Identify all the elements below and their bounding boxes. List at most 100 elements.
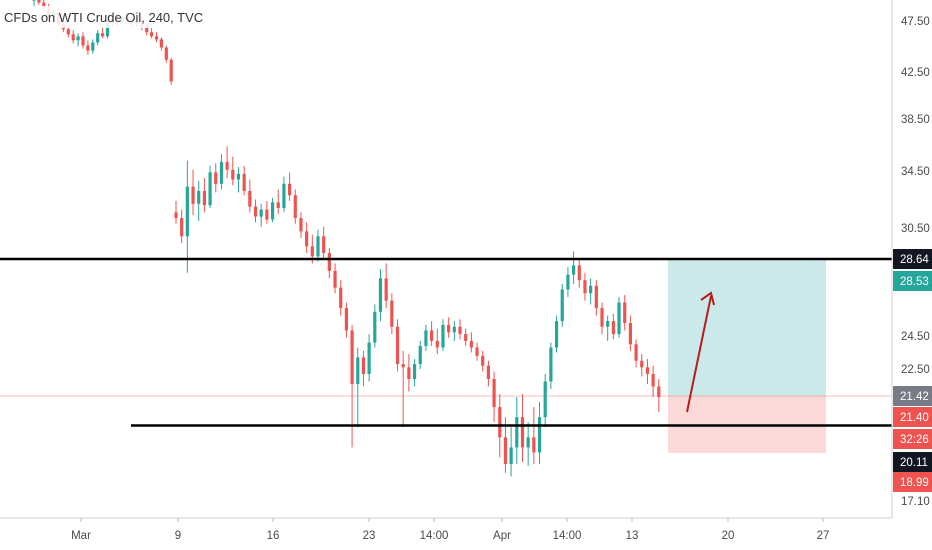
candle-body [583, 280, 587, 294]
candle [532, 407, 536, 464]
candle [219, 154, 224, 190]
candle [159, 37, 163, 51]
price-tick-label: 24.50 [901, 331, 930, 343]
candle-body [509, 447, 513, 464]
candle-body [91, 42, 95, 51]
candle [86, 40, 90, 55]
candle-body [310, 246, 314, 257]
candle-body [191, 186, 195, 204]
candle [37, 0, 41, 5]
time-tick-label: 9 [175, 530, 181, 542]
candle [339, 280, 343, 316]
candle [76, 33, 80, 47]
time-tick-label: 14:00 [420, 530, 449, 542]
candle [71, 30, 75, 44]
candle [305, 222, 309, 253]
candle-body [259, 209, 263, 217]
candle [452, 321, 456, 341]
candle [515, 397, 519, 464]
candle [469, 332, 473, 353]
candle [265, 200, 269, 224]
up-arrow-annotation[interactable] [686, 291, 715, 413]
candle-body [159, 39, 163, 48]
candle [101, 27, 105, 39]
candle [367, 334, 371, 382]
time-tick-label: Mar [71, 530, 91, 542]
candle-body [81, 36, 85, 46]
candle [481, 350, 485, 372]
candle-body [288, 183, 292, 196]
candle-body [145, 27, 149, 33]
candle [395, 319, 400, 372]
candle [435, 328, 439, 355]
candle-body [350, 330, 354, 384]
price-tag-label: 21.42 [900, 391, 929, 403]
candle [322, 226, 326, 260]
candle-body [560, 289, 564, 322]
take-profit-zone[interactable] [668, 259, 826, 396]
candle-body [236, 173, 241, 180]
candle-body [333, 270, 337, 288]
time-tick-label: 23 [363, 530, 376, 542]
candle-body [441, 324, 445, 348]
candle-body [202, 190, 206, 206]
candle-body [169, 59, 173, 82]
candle [492, 371, 496, 423]
candle-body [606, 321, 610, 327]
candle [424, 324, 428, 351]
candle-body [532, 437, 536, 453]
candle [554, 315, 559, 353]
price-tick-label: 22.50 [901, 364, 930, 376]
candle [412, 359, 417, 387]
candle-body [96, 33, 100, 43]
candle [572, 251, 576, 284]
candle [441, 319, 445, 351]
candle [640, 354, 644, 377]
price-tag: 28.53 [893, 271, 932, 291]
candle [361, 350, 366, 387]
candle-body [180, 218, 184, 237]
candle [248, 179, 252, 213]
candle [486, 360, 490, 387]
candle [333, 263, 337, 294]
candle [617, 296, 621, 338]
candle [418, 340, 422, 369]
candle [600, 302, 604, 335]
title-backdrop [0, 6, 165, 28]
time-axis[interactable]: Mar 9 16 23 14:00 Apr 14:00 13 20 27 [71, 518, 829, 542]
candle [96, 30, 100, 46]
candle-body [498, 407, 502, 438]
candle-body [299, 218, 303, 232]
candle-body [589, 285, 593, 294]
candle [645, 359, 650, 384]
candle-body [549, 347, 553, 382]
price-tag-background [893, 452, 932, 472]
price-tag: 21.42 [893, 386, 932, 406]
candle-body [418, 345, 422, 365]
candle-body [356, 357, 360, 384]
candle-body [42, 2, 46, 8]
candle-body [481, 355, 485, 366]
candle-body [520, 417, 525, 448]
candle [475, 342, 479, 361]
price-tag: 18.99 [893, 472, 932, 492]
candle-body [577, 265, 581, 281]
candle [208, 165, 212, 209]
candle-body [554, 321, 559, 348]
candle [401, 350, 405, 428]
candle-body [367, 342, 371, 374]
candle-body [526, 437, 530, 448]
candle [628, 315, 632, 351]
candle [384, 263, 388, 309]
price-tag: 21.40 [893, 407, 932, 427]
candle-body [174, 212, 178, 219]
candle [583, 272, 587, 301]
candle-body [407, 367, 411, 379]
time-tick-label: 13 [626, 530, 639, 542]
candle [197, 180, 201, 221]
candle [378, 269, 383, 322]
candle-body [435, 340, 439, 348]
candle-body [339, 287, 343, 309]
price-axis[interactable]: 47.50 42.50 38.50 34.50 30.50 24.50 22.50 17.10 [901, 16, 930, 508]
